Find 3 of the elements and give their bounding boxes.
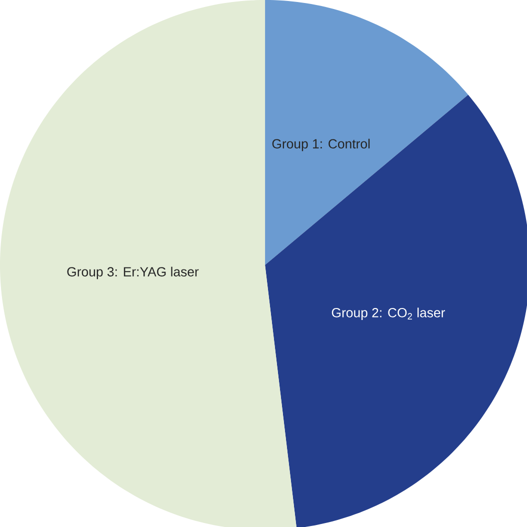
slice-label: Group 2: CO$_{2}$ laser <box>332 308 445 320</box>
slice-label: Group 3: Er:YAG laser <box>67 266 199 280</box>
slice-label: Group 1: Control <box>272 138 370 152</box>
